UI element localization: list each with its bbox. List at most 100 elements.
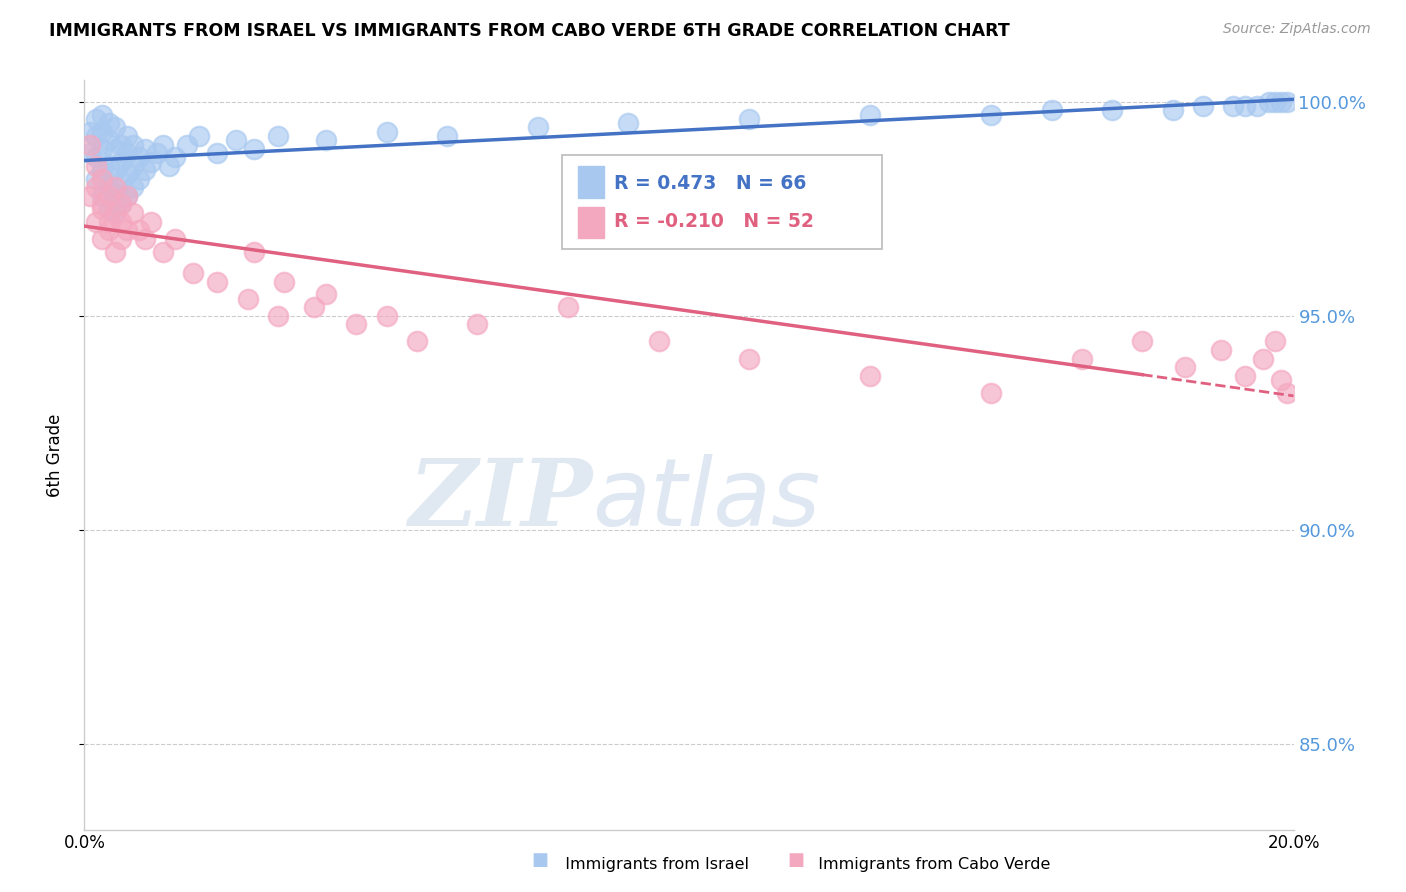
Point: [91, 189, 114, 203]
Point: [104, 185, 127, 199]
Point: [110, 197, 132, 211]
Point: [225, 133, 247, 147]
Point: [128, 150, 150, 164]
Point: [406, 334, 429, 349]
Point: [91, 202, 114, 216]
Text: IMMIGRANTS FROM ISRAEL VS IMMIGRANTS FROM CABO VERDE 6TH GRADE CORRELATION CHART: IMMIGRANTS FROM ISRAEL VS IMMIGRANTS FRO…: [49, 22, 1010, 40]
Point: [86, 180, 108, 194]
Point: [1161, 103, 1184, 118]
Text: atlas: atlas: [592, 454, 821, 545]
Point: [1277, 95, 1299, 109]
Point: [1174, 360, 1197, 375]
Point: [527, 120, 550, 135]
Bar: [578, 166, 605, 198]
Point: [121, 206, 143, 220]
Point: [1264, 95, 1286, 109]
Point: [980, 385, 1002, 400]
Point: [181, 266, 204, 280]
Point: [110, 232, 132, 246]
Point: [146, 146, 169, 161]
Text: Immigrants from Cabo Verde: Immigrants from Cabo Verde: [808, 857, 1050, 872]
Point: [97, 189, 120, 203]
Point: [134, 163, 156, 178]
Point: [104, 206, 127, 220]
Point: [91, 197, 114, 211]
Point: [242, 142, 264, 156]
Point: [128, 223, 150, 237]
Text: ■: ■: [531, 851, 548, 869]
Point: [1277, 385, 1299, 400]
Point: [86, 159, 108, 173]
Point: [91, 107, 114, 121]
Point: [1222, 99, 1244, 113]
Point: [115, 168, 138, 182]
Point: [104, 120, 127, 135]
Point: [207, 146, 229, 161]
Text: Immigrants from Israel: Immigrants from Israel: [555, 857, 749, 872]
Point: [1270, 373, 1292, 387]
Point: [1246, 99, 1268, 113]
Point: [375, 309, 398, 323]
Point: [157, 159, 180, 173]
Point: [115, 189, 138, 203]
Point: [79, 125, 101, 139]
Point: [121, 159, 143, 173]
Point: [97, 202, 120, 216]
Point: [139, 154, 162, 169]
Point: [176, 137, 198, 152]
Text: R = -0.210   N = 52: R = -0.210 N = 52: [614, 212, 814, 231]
Point: [467, 318, 489, 332]
Point: [188, 128, 211, 143]
Text: R = 0.473   N = 66: R = 0.473 N = 66: [614, 174, 807, 193]
FancyBboxPatch shape: [562, 155, 883, 249]
Point: [648, 334, 671, 349]
Point: [236, 292, 259, 306]
Point: [1253, 351, 1275, 366]
Point: [86, 214, 108, 228]
Point: [134, 232, 156, 246]
Point: [86, 112, 108, 126]
Text: ■: ■: [787, 851, 804, 869]
Y-axis label: 6th Grade: 6th Grade: [45, 413, 63, 497]
Point: [121, 180, 143, 194]
Point: [557, 300, 579, 314]
Point: [97, 159, 120, 173]
Point: [91, 142, 114, 156]
Point: [104, 206, 127, 220]
Point: [139, 214, 162, 228]
Point: [97, 223, 120, 237]
Point: [97, 116, 120, 130]
Point: [1101, 103, 1123, 118]
Point: [617, 116, 640, 130]
Point: [1192, 99, 1215, 113]
Point: [152, 244, 174, 259]
Point: [134, 142, 156, 156]
Point: [375, 125, 398, 139]
Point: [152, 137, 174, 152]
Point: [104, 163, 127, 178]
Point: [86, 128, 108, 143]
Point: [104, 244, 127, 259]
Point: [91, 163, 114, 178]
Point: [738, 112, 761, 126]
Point: [1040, 103, 1063, 118]
Point: [91, 125, 114, 139]
Point: [97, 180, 120, 194]
Point: [980, 107, 1002, 121]
Point: [110, 197, 132, 211]
Point: [128, 171, 150, 186]
Point: [121, 137, 143, 152]
Text: Source: ZipAtlas.com: Source: ZipAtlas.com: [1223, 22, 1371, 37]
Point: [302, 300, 325, 314]
Point: [1264, 334, 1286, 349]
Point: [1209, 343, 1232, 357]
Point: [110, 214, 132, 228]
Point: [273, 275, 295, 289]
Point: [86, 150, 108, 164]
Point: [165, 150, 187, 164]
Point: [1258, 95, 1281, 109]
Point: [115, 128, 138, 143]
Point: [110, 154, 132, 169]
Point: [115, 189, 138, 203]
Point: [104, 180, 127, 194]
